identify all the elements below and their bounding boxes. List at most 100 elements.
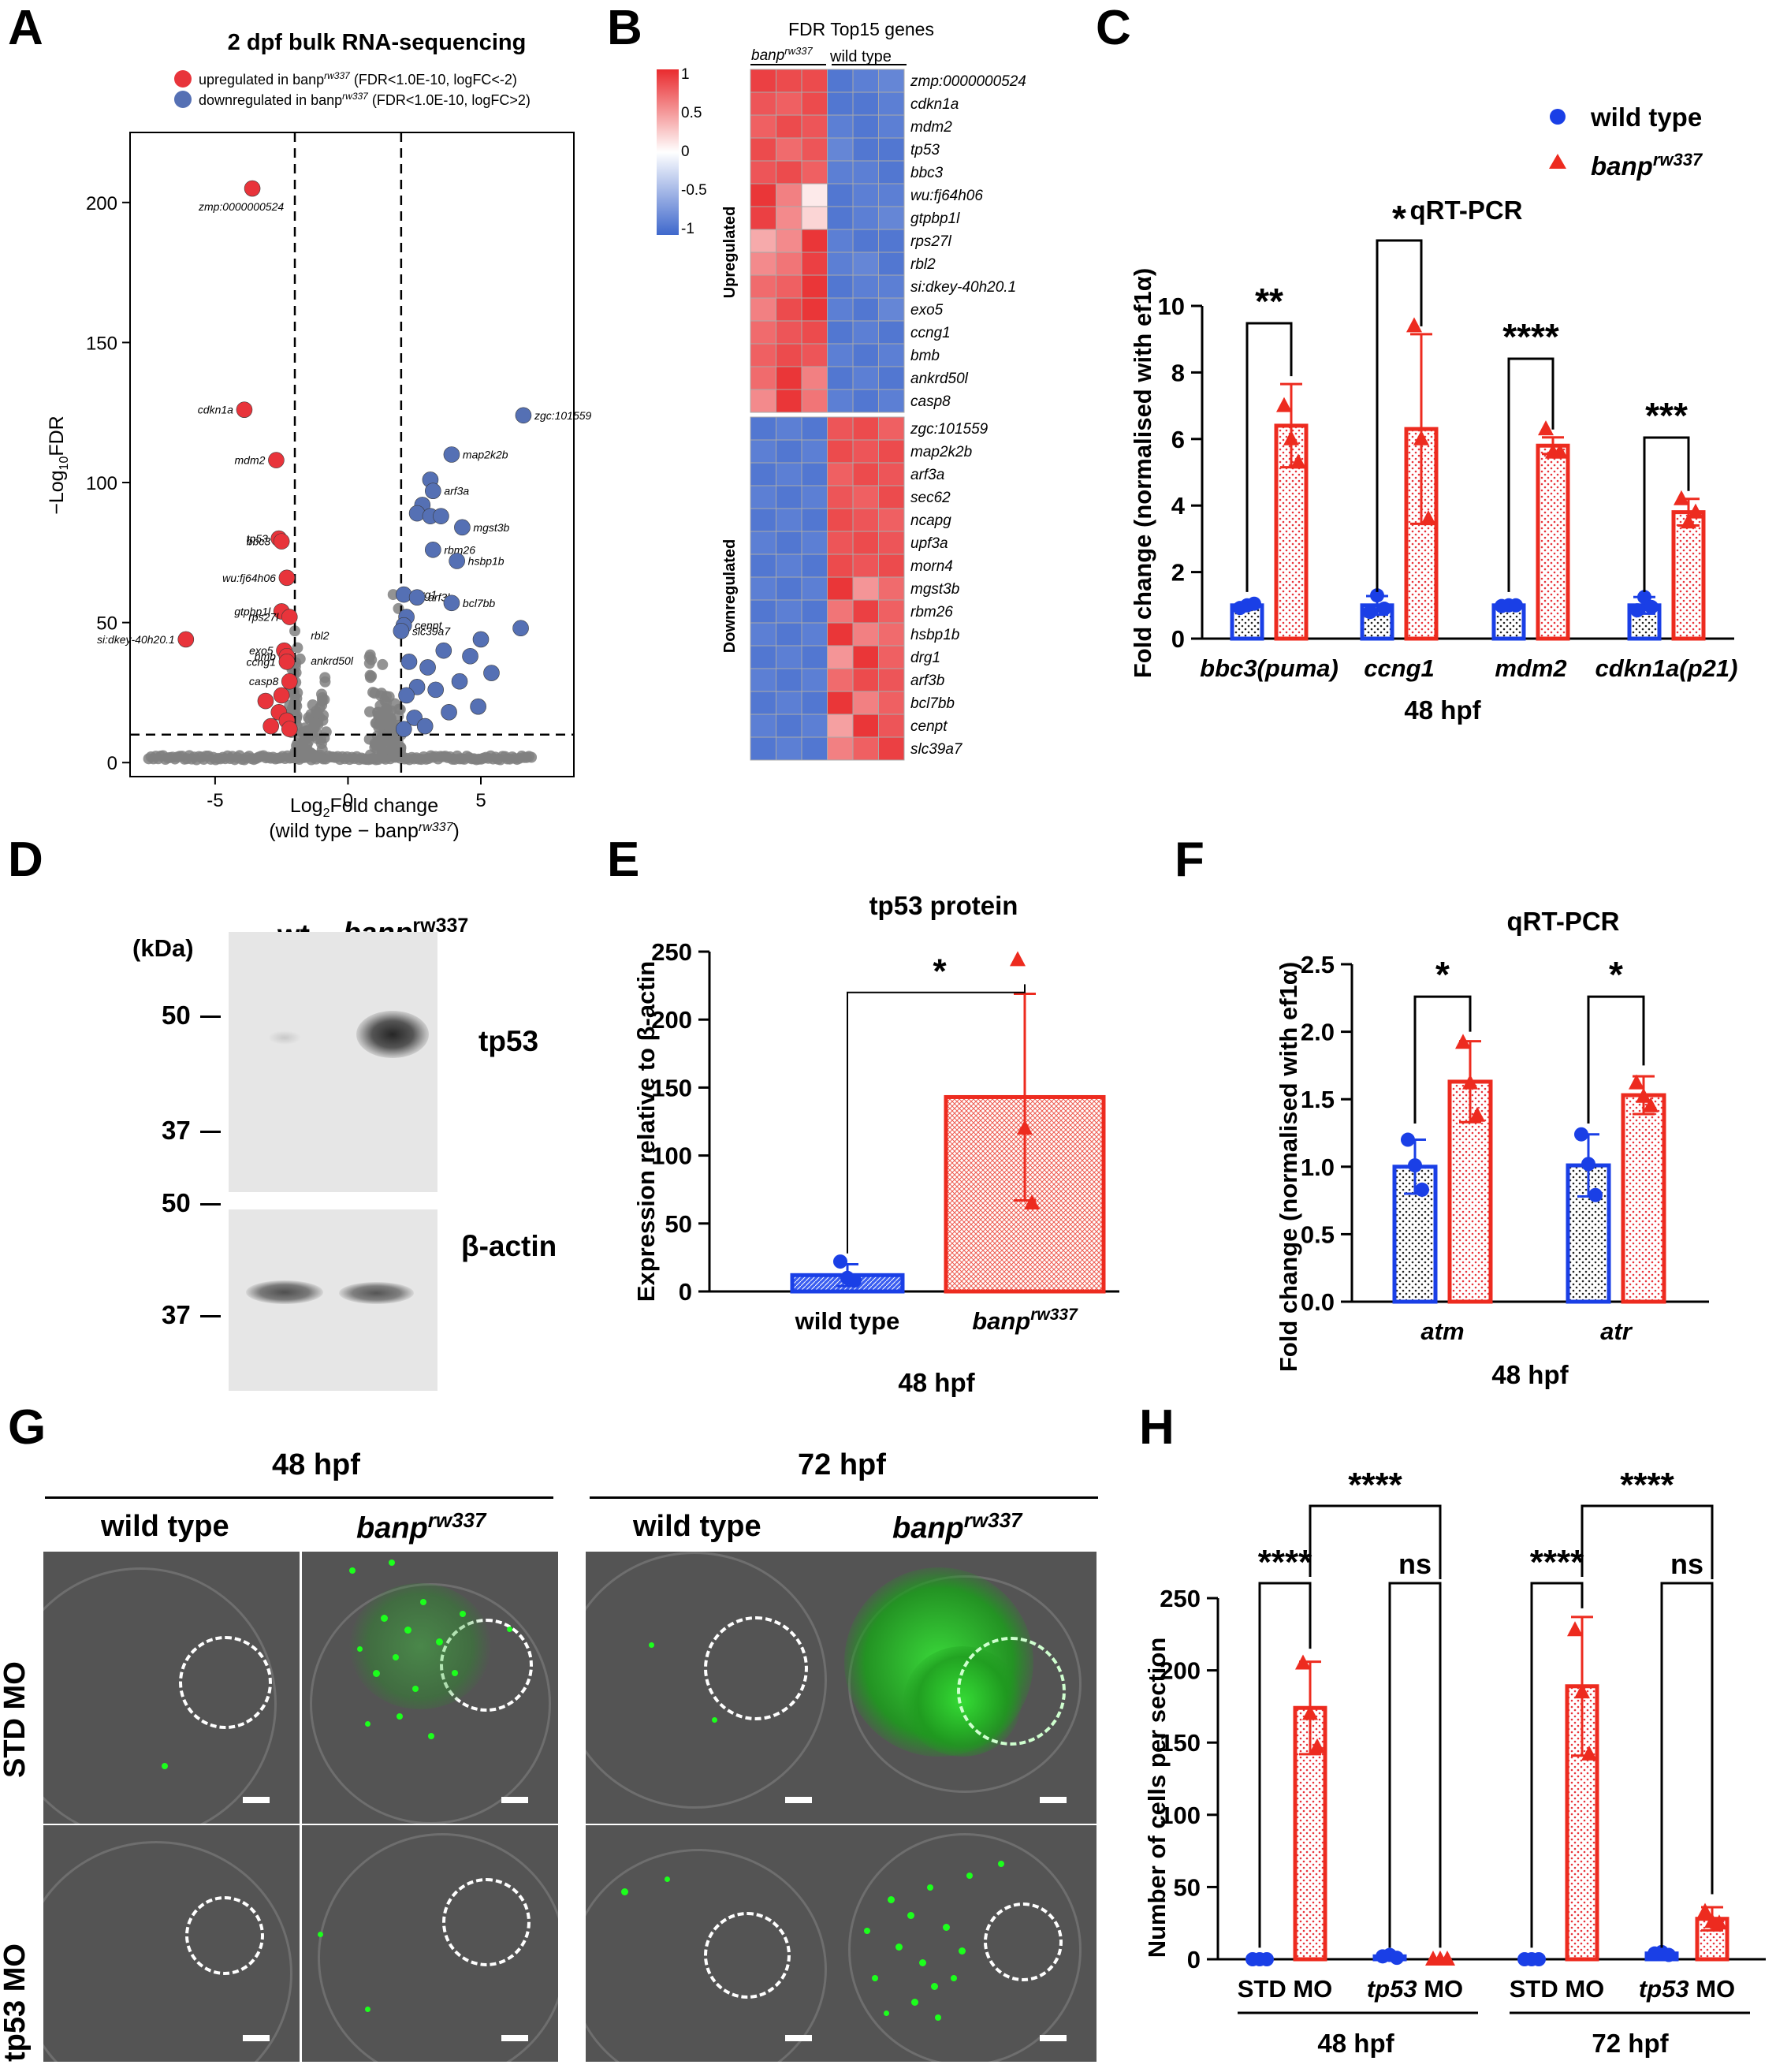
- col-label-banp-72: banprw337: [892, 1508, 1022, 1546]
- heatmap-cell: [750, 298, 776, 321]
- blot-actin: [229, 1209, 437, 1391]
- heatmap-cell: [776, 115, 802, 138]
- heatmap-cell: [802, 321, 828, 344]
- volcano-point-ns: [316, 688, 327, 699]
- heatmap-cell: [802, 691, 828, 714]
- data-point: [1276, 397, 1292, 412]
- heatmap-cell: [750, 623, 776, 646]
- heatmap-cell: [802, 92, 828, 115]
- heatmap-legend-tick: -0.5: [681, 182, 707, 199]
- heatmap-cell: [828, 554, 854, 577]
- volcano-point-down: [396, 587, 411, 602]
- heatmap-cell: [776, 138, 802, 161]
- heatmap: FDR Top15 genes banprw337 wild type zmp:…: [607, 0, 1048, 796]
- heatmap-cell: [750, 577, 776, 600]
- heatmap-cell: [802, 531, 828, 554]
- data-point: [1509, 598, 1523, 613]
- heatmap-cell: [879, 344, 905, 367]
- heatmap-cell: [802, 229, 828, 252]
- volcano-point-down: [452, 673, 467, 689]
- panel-label-f: F: [1175, 832, 1204, 888]
- y-tick-label: 250: [1160, 1585, 1201, 1612]
- y-tick-label: 0.5: [1301, 1220, 1335, 1248]
- heatmap-gene-label: mdm2: [910, 119, 952, 136]
- data-point: [1532, 1952, 1546, 1966]
- heatmap-cell: [828, 275, 854, 298]
- y-tick-label: 50: [665, 1210, 692, 1238]
- heatmap-gene-label: cdkn1a: [910, 96, 959, 113]
- significance-label: ns: [1670, 1548, 1703, 1580]
- heatmap-cell: [828, 646, 854, 669]
- heatmap-cell: [802, 509, 828, 531]
- x-tick-label: STD MO: [1238, 1975, 1333, 2003]
- heatmap-gene-label: bcl7bb: [910, 695, 955, 712]
- marker-tick: [200, 1131, 221, 1133]
- micro-wt-48-std: [43, 1552, 300, 1824]
- significance-label: *: [933, 952, 947, 991]
- heatmap-cell: [879, 184, 905, 207]
- heatmap-cell: [802, 714, 828, 737]
- heatmap-cell: [853, 600, 879, 623]
- heatmap-gene-label: gtpbp1l: [910, 211, 960, 227]
- volcano-point-ns: [377, 659, 388, 670]
- x-tick-label: tp53 MO: [1367, 1975, 1463, 2003]
- heatmap-cell: [828, 600, 854, 623]
- y-tick-label: 100: [86, 473, 117, 494]
- y-tick-label: 0: [679, 1278, 692, 1306]
- volcano-point-down: [409, 505, 425, 521]
- heatmap-cell: [776, 463, 802, 486]
- volcano-point-down: [417, 718, 433, 734]
- heatmap-gene-label: wu:fj64h06: [910, 188, 983, 204]
- heatmap-cell: [750, 252, 776, 275]
- heatmap-cell: [776, 92, 802, 115]
- heatmap-gene-label: cenpt: [910, 718, 948, 735]
- y-tick-label: 50: [1174, 1873, 1201, 1901]
- heatmap-cell: [879, 92, 905, 115]
- x-tick-label: wild type: [795, 1307, 900, 1335]
- heatmap-cell: [828, 623, 854, 646]
- heatmap-gene-label: bbc3: [910, 165, 944, 181]
- y-tick-label: 4: [1171, 492, 1186, 520]
- chart-f-x-label: 48 hpf: [1491, 1360, 1569, 1389]
- heatmap-gene-label: ncapg: [910, 512, 951, 529]
- heatmap-cell: [879, 69, 905, 92]
- heatmap-cell: [879, 275, 905, 298]
- volcano-point-down: [471, 699, 486, 714]
- heatmap-cell: [828, 69, 854, 92]
- legend-mut-text: banprw337: [1591, 150, 1703, 181]
- heatmap-cell: [776, 737, 802, 760]
- heatmap-cell: [802, 554, 828, 577]
- volcano-plot: 2 dpf bulk RNA-sequencing upregulated in…: [0, 0, 599, 852]
- heatmap-cell: [879, 646, 905, 669]
- marker-tick: [200, 1016, 221, 1018]
- significance-label: *: [1435, 954, 1450, 995]
- heatmap-cell: [802, 646, 828, 669]
- volcano-point-down: [463, 648, 478, 664]
- significance-label: **: [1255, 281, 1283, 322]
- heatmap-cell: [750, 161, 776, 184]
- heatmap-cell: [853, 623, 879, 646]
- heatmap-cell: [828, 737, 854, 760]
- volcano-point-ns: [318, 710, 329, 721]
- blot-tp53: [229, 932, 437, 1192]
- y-tick-label: 2: [1171, 559, 1185, 587]
- marker-50-bottom: 50: [162, 1188, 191, 1218]
- micro-banp-72-tp53: [840, 1825, 1097, 2062]
- heatmap-gene-label: si:dkey-40h20.1: [910, 279, 1016, 296]
- volcano-point-down: [428, 682, 444, 698]
- heatmap-cell: [879, 737, 905, 760]
- heatmap-cell: [853, 229, 879, 252]
- y-tick-label: 2.5: [1301, 951, 1335, 978]
- gene-label: hsbp1b: [468, 554, 505, 567]
- heatmap-cell: [853, 252, 879, 275]
- heatmap-cell: [879, 691, 905, 714]
- volcano-point-ns: [373, 706, 384, 717]
- col-label-wt-72: wild type: [633, 1510, 761, 1544]
- heatmap-cell: [879, 554, 905, 577]
- y-tick-label: 0: [1171, 625, 1185, 653]
- y-tick-label: 1.0: [1301, 1153, 1335, 1181]
- gene-label: arf3a: [444, 485, 469, 498]
- volcano-point-ns: [366, 671, 377, 682]
- heatmap-cell: [750, 138, 776, 161]
- volcano-point-down: [436, 643, 452, 658]
